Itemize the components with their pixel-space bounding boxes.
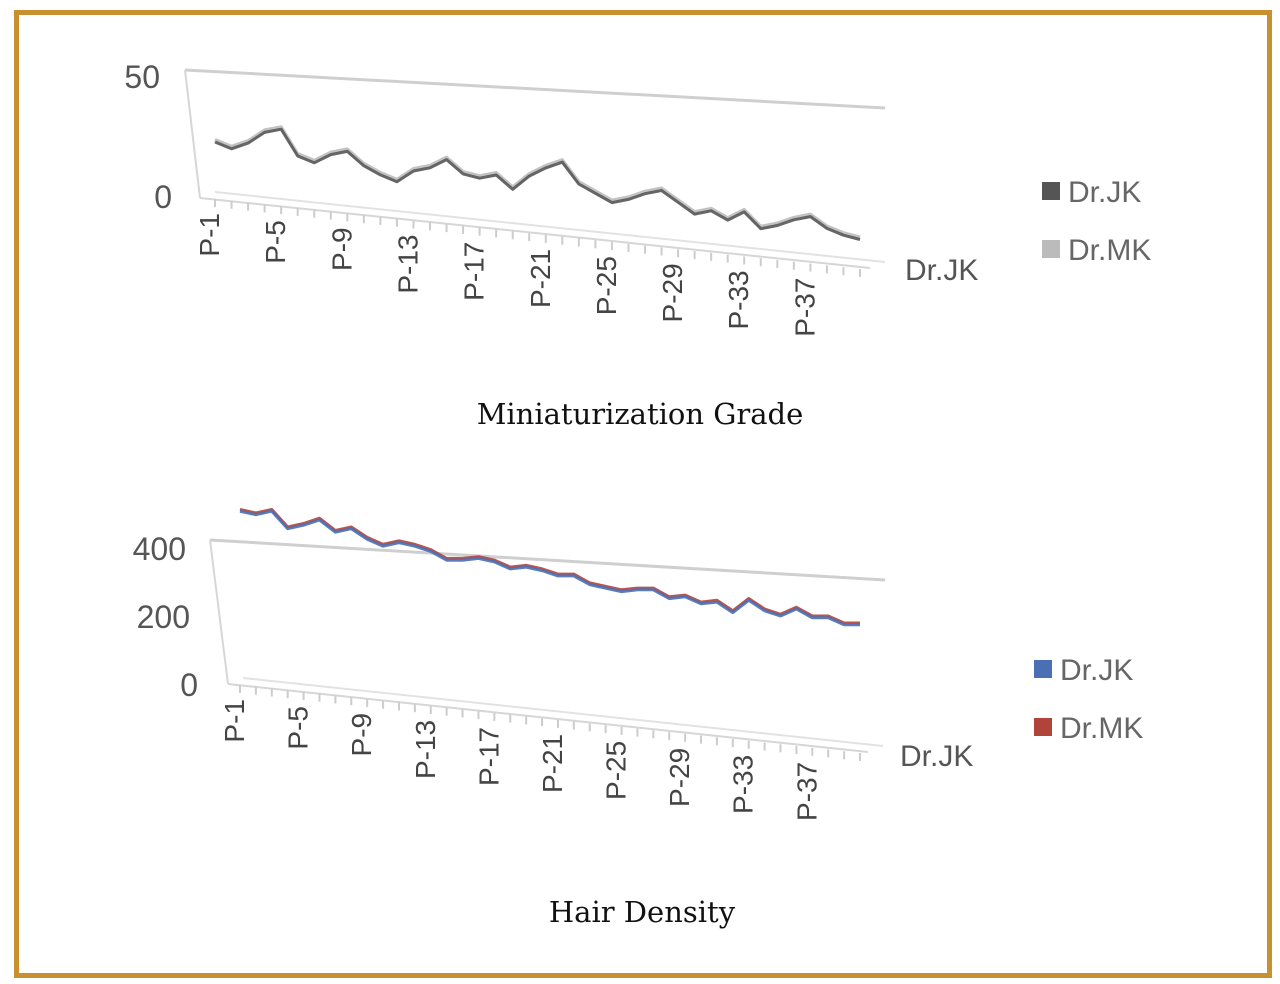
x-category-label: P-13	[393, 235, 424, 294]
chart-miniaturization: 50 0 P-1 P-5 P-9 P-13 P-17 P-21 P-25 P-29 P-33 P-…	[124, 59, 1151, 431]
depth-axis-label: Dr.JK	[900, 740, 973, 773]
x-category-label: P-37	[789, 278, 820, 337]
y-axis-line	[209, 539, 229, 685]
legend-swatch-dr-mk	[1034, 718, 1052, 736]
series-line-dr-mk	[239, 508, 860, 625]
y-tick-label: 400	[133, 531, 186, 567]
x-category-label: P-1	[219, 699, 250, 743]
y-tick-label: 50	[124, 59, 160, 95]
x-category-label: P-9	[326, 227, 357, 271]
floor-back-line	[214, 191, 886, 263]
x-category-label: P-5	[283, 706, 314, 750]
x-category-label: P-17	[459, 242, 490, 301]
x-category-label: P-29	[664, 748, 695, 807]
back-top-line	[184, 68, 886, 110]
x-category-label: P-13	[410, 720, 441, 779]
chart-title-hair-density: Hair Density	[549, 895, 736, 929]
y-axis-line	[184, 69, 201, 199]
floor-front-line	[199, 197, 871, 269]
x-category-label: P-17	[473, 727, 504, 786]
figure-frame	[14, 10, 1272, 978]
depth-axis-label: Dr.JK	[905, 254, 978, 287]
x-category-label: P-5	[260, 220, 291, 264]
series-line-dr-mk	[214, 125, 861, 239]
x-category-label: P-21	[537, 734, 568, 793]
floor-back-line	[242, 677, 884, 747]
legend-label-dr-mk: Dr.MK	[1060, 712, 1143, 745]
legend-label-dr-jk: Dr.JK	[1060, 654, 1133, 687]
floor-front-line	[227, 683, 869, 753]
x-category-label: P-33	[728, 755, 759, 814]
y-tick-label: 200	[137, 599, 190, 635]
legend-label-dr-mk: Dr.MK	[1068, 234, 1151, 267]
series-line-dr-jk	[214, 127, 861, 241]
y-tick-label: 0	[154, 179, 172, 215]
x-category-label: P-25	[591, 256, 622, 315]
legend-swatch-dr-jk	[1034, 660, 1052, 678]
chart-title-miniaturization: Miniaturization Grade	[477, 397, 804, 431]
x-category-label: P-25	[601, 741, 632, 800]
x-category-label: P-37	[791, 762, 822, 821]
y-tick-label: 0	[180, 667, 198, 703]
series-line-dr-jk	[239, 509, 860, 627]
x-category-label: P-33	[723, 270, 754, 329]
x-category-label: P-9	[346, 713, 377, 757]
back-top-line	[209, 538, 886, 582]
x-category-label: P-1	[194, 213, 225, 257]
x-category-label: P-29	[657, 263, 688, 322]
legend-swatch-dr-jk	[1042, 182, 1060, 200]
legend-label-dr-jk: Dr.JK	[1068, 176, 1141, 209]
chart-hair-density: 400 200 0 P-1 P-5 P-9 P-13 P-17 P-21 P-25 P-29 P…	[133, 508, 1143, 929]
x-category-label: P-21	[525, 249, 556, 308]
legend-swatch-dr-mk	[1042, 240, 1060, 258]
